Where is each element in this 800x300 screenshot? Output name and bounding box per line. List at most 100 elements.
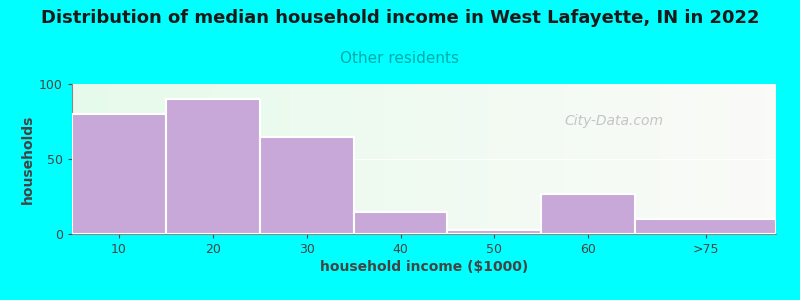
Bar bbox=[223, 84, 227, 234]
Bar bbox=[280, 84, 283, 234]
Bar bbox=[646, 84, 650, 234]
Bar bbox=[685, 84, 688, 234]
Bar bbox=[678, 84, 681, 234]
Bar bbox=[354, 84, 357, 234]
Bar bbox=[100, 84, 104, 234]
Bar bbox=[603, 84, 607, 234]
Bar bbox=[399, 84, 403, 234]
Bar bbox=[160, 84, 163, 234]
Bar bbox=[688, 84, 691, 234]
Y-axis label: households: households bbox=[21, 114, 35, 204]
Bar bbox=[720, 84, 723, 234]
Bar bbox=[614, 84, 618, 234]
Bar bbox=[459, 84, 462, 234]
Bar bbox=[642, 84, 646, 234]
Bar bbox=[192, 84, 195, 234]
Bar bbox=[346, 84, 350, 234]
Bar bbox=[522, 84, 526, 234]
Bar bbox=[632, 84, 635, 234]
Bar bbox=[166, 99, 260, 234]
Bar bbox=[526, 84, 530, 234]
Bar bbox=[374, 84, 378, 234]
Bar bbox=[260, 136, 354, 234]
Bar bbox=[298, 84, 301, 234]
Bar bbox=[656, 84, 660, 234]
Bar bbox=[706, 84, 709, 234]
X-axis label: household income ($1000): household income ($1000) bbox=[320, 260, 528, 274]
Bar bbox=[354, 212, 447, 234]
Bar bbox=[378, 84, 382, 234]
Bar bbox=[213, 84, 216, 234]
Bar bbox=[558, 84, 562, 234]
Bar bbox=[540, 84, 544, 234]
Bar bbox=[396, 84, 399, 234]
Bar bbox=[638, 84, 642, 234]
Bar bbox=[234, 84, 238, 234]
Bar bbox=[318, 84, 322, 234]
Text: City-Data.com: City-Data.com bbox=[565, 115, 663, 128]
Bar bbox=[635, 84, 638, 234]
Bar bbox=[202, 84, 206, 234]
Bar bbox=[734, 84, 738, 234]
Bar bbox=[723, 84, 726, 234]
Bar bbox=[255, 84, 258, 234]
Bar bbox=[114, 84, 118, 234]
Text: Distribution of median household income in West Lafayette, IN in 2022: Distribution of median household income … bbox=[41, 9, 759, 27]
Bar bbox=[618, 84, 621, 234]
Bar bbox=[301, 84, 304, 234]
Bar bbox=[185, 84, 188, 234]
Bar bbox=[125, 84, 128, 234]
Bar bbox=[251, 84, 255, 234]
Bar bbox=[329, 84, 333, 234]
Bar bbox=[590, 84, 593, 234]
Bar bbox=[593, 84, 597, 234]
Bar bbox=[449, 84, 452, 234]
Bar bbox=[364, 84, 368, 234]
Bar bbox=[681, 84, 685, 234]
Bar bbox=[480, 84, 484, 234]
Bar bbox=[90, 84, 93, 234]
Bar bbox=[350, 84, 354, 234]
Bar bbox=[286, 84, 290, 234]
Bar bbox=[691, 84, 695, 234]
Bar bbox=[386, 84, 389, 234]
Bar bbox=[442, 84, 445, 234]
Bar bbox=[537, 84, 540, 234]
Bar bbox=[695, 84, 698, 234]
Bar bbox=[174, 84, 178, 234]
Bar bbox=[210, 84, 213, 234]
Bar bbox=[660, 84, 663, 234]
Bar bbox=[220, 84, 223, 234]
Bar bbox=[600, 84, 603, 234]
Bar bbox=[713, 84, 716, 234]
Bar bbox=[153, 84, 157, 234]
Bar bbox=[241, 84, 245, 234]
Bar bbox=[135, 84, 139, 234]
Bar bbox=[702, 84, 706, 234]
Bar bbox=[163, 84, 167, 234]
Bar bbox=[452, 84, 456, 234]
Bar bbox=[519, 84, 522, 234]
Bar bbox=[110, 84, 114, 234]
Bar bbox=[663, 84, 667, 234]
Bar bbox=[188, 84, 192, 234]
Bar bbox=[308, 84, 311, 234]
Bar bbox=[758, 84, 762, 234]
Bar bbox=[741, 84, 744, 234]
Bar bbox=[542, 194, 635, 234]
Bar bbox=[132, 84, 135, 234]
Bar bbox=[107, 84, 110, 234]
Bar bbox=[597, 84, 600, 234]
Bar bbox=[245, 84, 248, 234]
Text: Other residents: Other residents bbox=[341, 51, 459, 66]
Bar bbox=[167, 84, 170, 234]
Bar bbox=[142, 84, 146, 234]
Bar bbox=[258, 84, 262, 234]
Bar bbox=[269, 84, 273, 234]
Bar bbox=[118, 84, 122, 234]
Bar bbox=[315, 84, 318, 234]
Bar bbox=[146, 84, 150, 234]
Bar bbox=[276, 84, 280, 234]
Bar bbox=[421, 84, 424, 234]
Bar bbox=[86, 84, 90, 234]
